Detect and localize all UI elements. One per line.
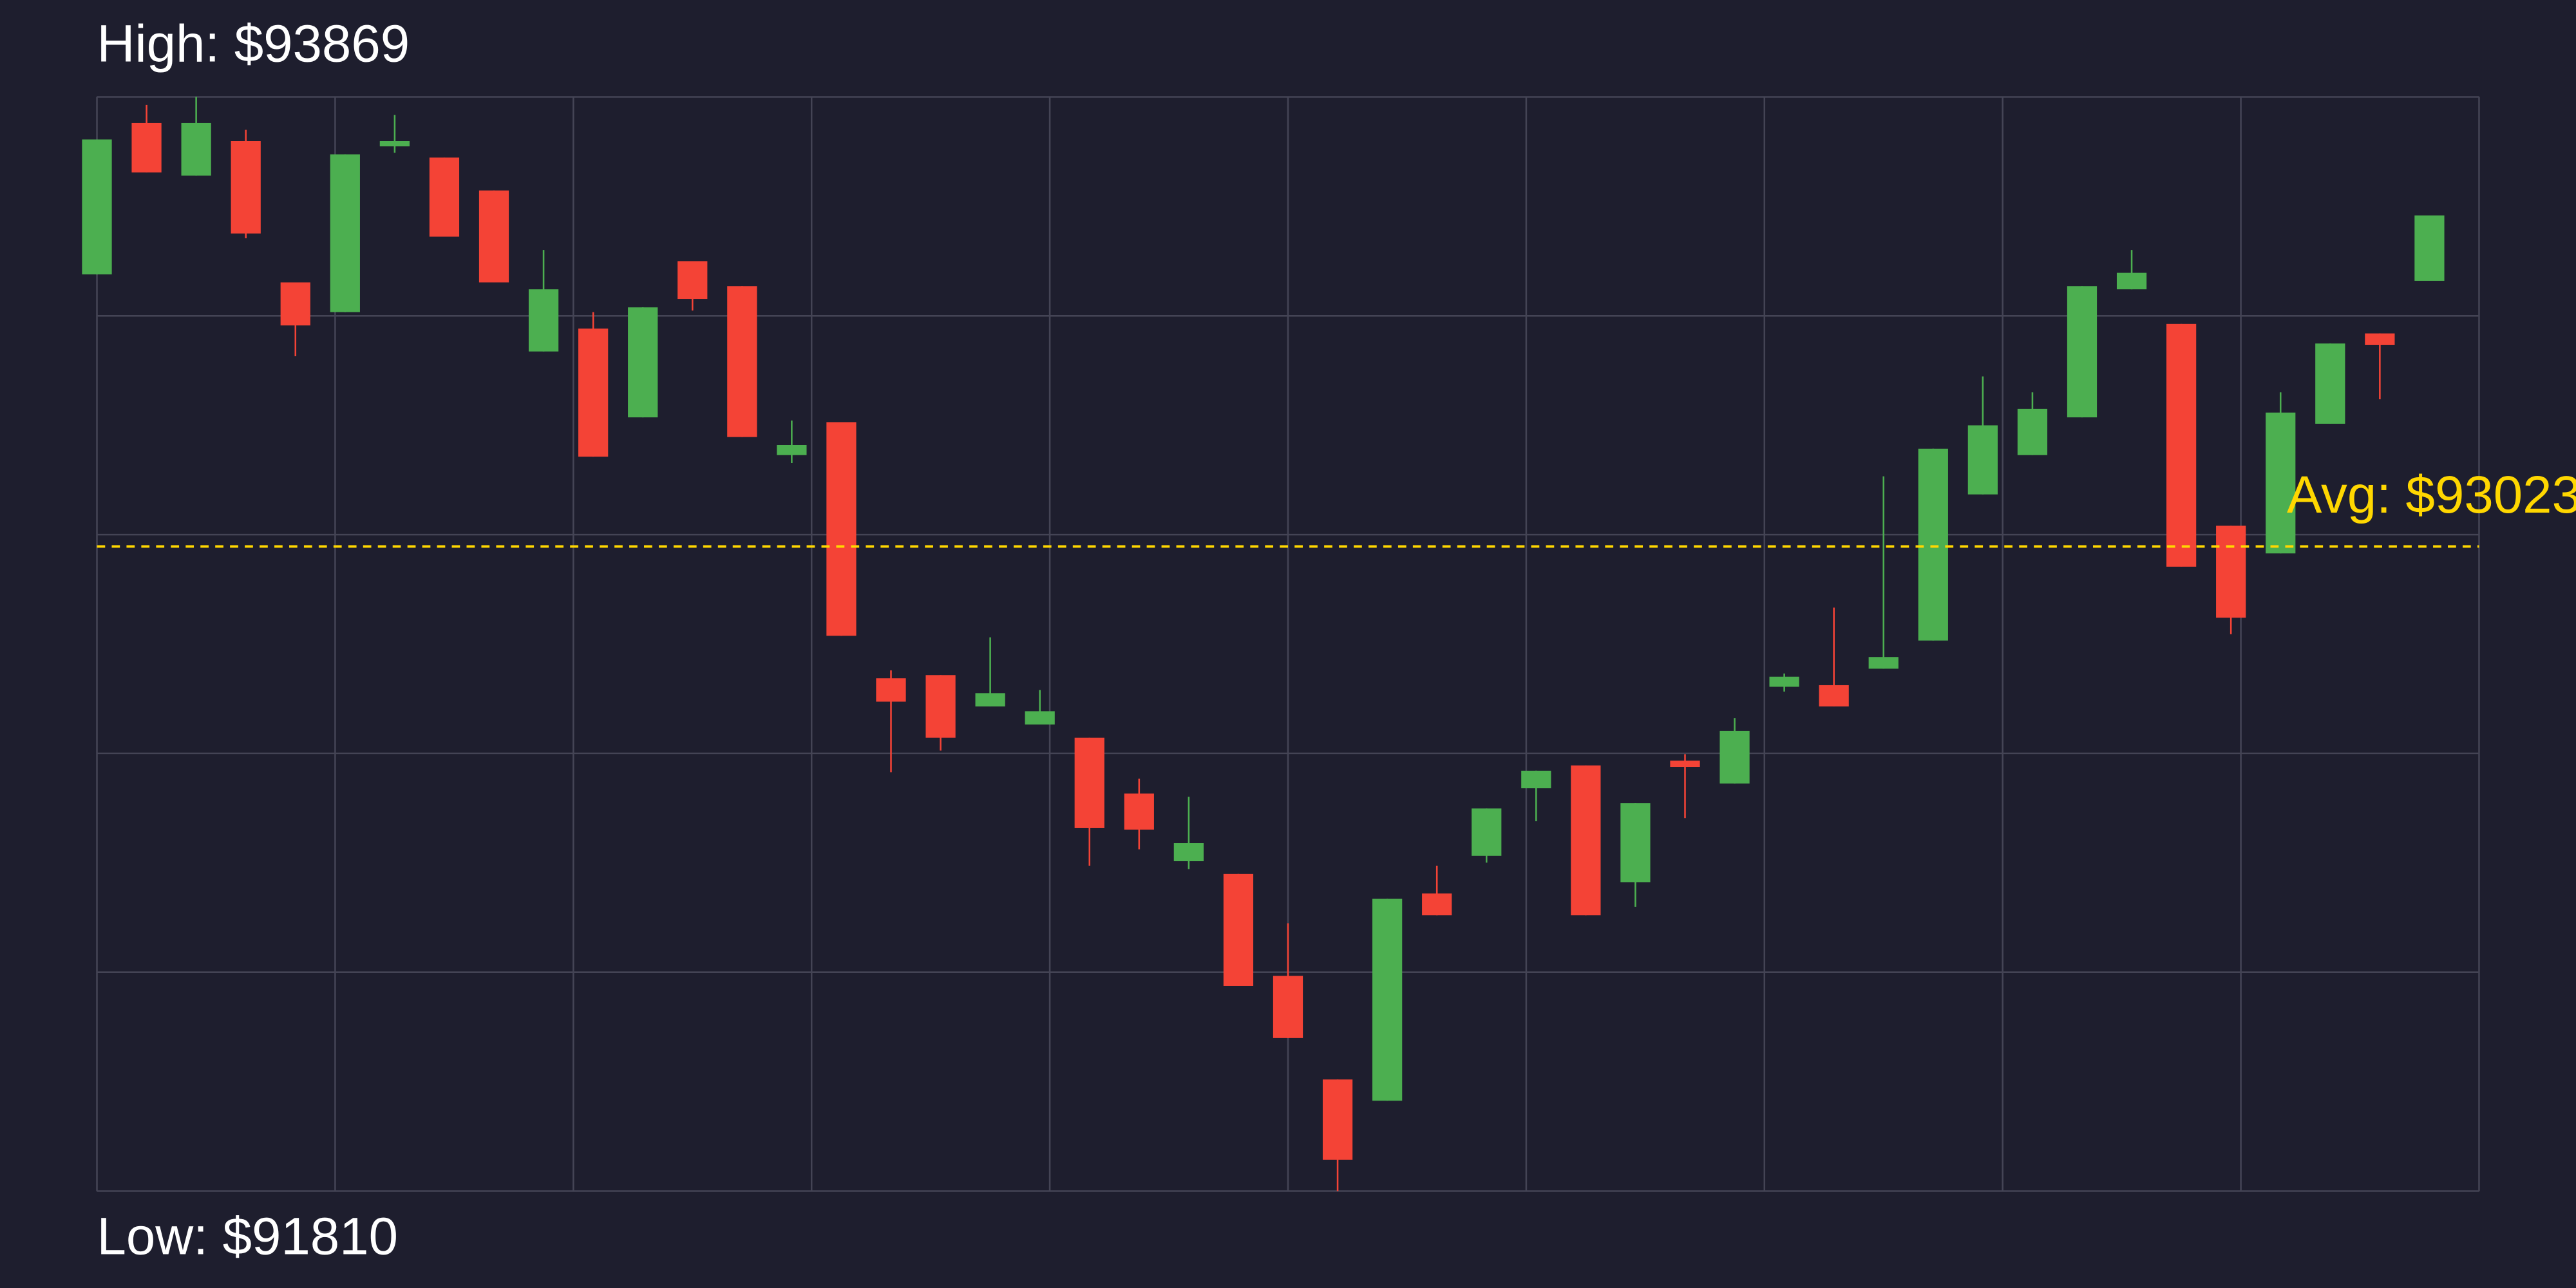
candle-body [727, 286, 757, 437]
candle-body [578, 328, 609, 457]
candle-body [925, 675, 956, 738]
candle-body [2017, 408, 2048, 455]
candle-body [1571, 765, 1601, 916]
candle-body [1273, 976, 1303, 1038]
candle-body [975, 693, 1005, 706]
candle-body [1719, 730, 1750, 784]
candle-body [2315, 343, 2345, 424]
candle-body [2414, 215, 2445, 281]
candle-body [1868, 657, 1899, 669]
candle-body [1223, 873, 1254, 986]
candle-body [826, 422, 857, 636]
candle-body [1422, 893, 1452, 916]
candle-body [2365, 333, 2395, 345]
candle-body [2166, 323, 2197, 567]
candle-body [1967, 425, 1998, 495]
candle-body [2067, 286, 2098, 418]
average-label: Avg: $93023 [2287, 466, 2576, 524]
high-label: High: $93869 [97, 15, 410, 73]
candle-body [280, 282, 310, 326]
candle-body [1620, 803, 1651, 883]
candle-body [2266, 412, 2296, 554]
candle-body [1472, 808, 1502, 856]
candle-body [1025, 711, 1055, 725]
candle-body [1322, 1079, 1353, 1160]
candle-body [181, 122, 211, 176]
candle-body [777, 444, 807, 455]
candle-body [876, 678, 906, 702]
candle-body [379, 140, 410, 147]
candle-body [1670, 761, 1700, 768]
candle-body [1074, 737, 1104, 828]
candle-body [2116, 272, 2147, 290]
candle-body [1372, 898, 1403, 1101]
candle-body [528, 289, 559, 352]
low-label: Low: $91810 [97, 1208, 398, 1266]
candle-body [82, 139, 112, 275]
candle-body [330, 154, 360, 312]
candle-body [1769, 676, 1799, 687]
candle-body [1521, 770, 1551, 789]
candle-body [1819, 685, 1849, 706]
candle-body [478, 190, 509, 283]
candle-body [677, 261, 708, 299]
candle-body [1918, 448, 1948, 641]
candle-body [231, 140, 261, 234]
candle-body [1124, 793, 1154, 830]
candle-body [2216, 526, 2246, 618]
candle-body [429, 157, 460, 237]
candle-body [131, 122, 162, 173]
candle-body [1173, 843, 1204, 862]
candle-body [628, 307, 658, 418]
